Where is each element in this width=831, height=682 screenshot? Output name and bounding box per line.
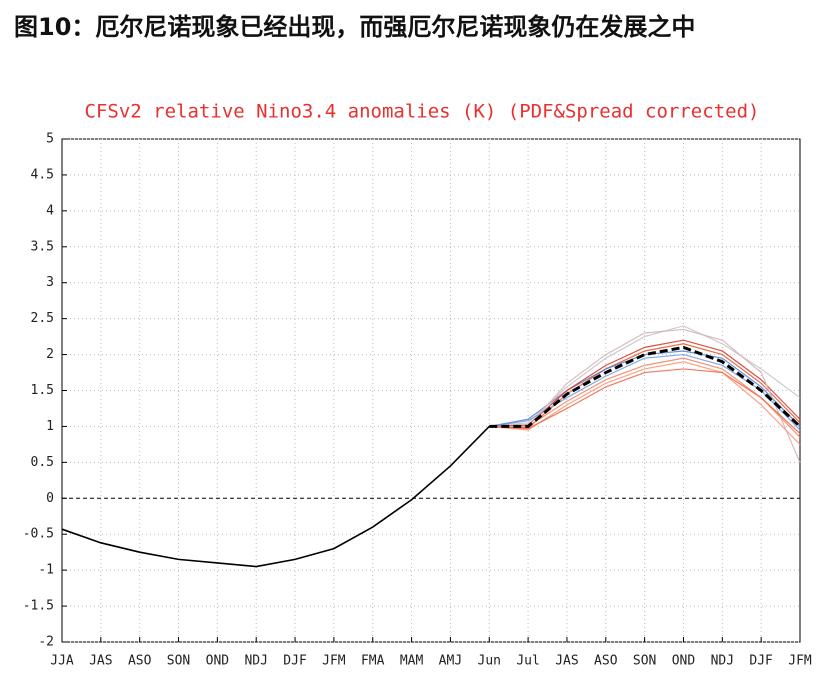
heading: 图10：厄尔尼诺现象已经出现，而强厄尔尼诺现象仍在发展之中	[14, 13, 696, 41]
y-tick-label: 1	[46, 419, 54, 434]
y-tick-label: -1.5	[23, 599, 54, 614]
y-tick-label: -0.5	[23, 527, 54, 542]
series-line	[61, 425, 490, 568]
chart-title: CFSv2 relative Nino3.4 anomalies (K) (PD…	[85, 101, 760, 123]
y-tick-label: 0	[46, 491, 54, 506]
x-tick-label: JFM	[788, 654, 812, 669]
y-tick-label: 3.5	[31, 239, 54, 254]
x-tick-label: ASO	[594, 654, 618, 669]
x-tick-label: MAM	[400, 654, 424, 669]
x-tick-label: ASO	[128, 654, 152, 669]
y-tick-label: 4	[46, 203, 54, 218]
series-line	[489, 357, 801, 438]
x-tick-label: SON	[167, 654, 190, 669]
x-tick-label: NDJ	[244, 654, 267, 669]
y-tick-label: 2.5	[31, 311, 54, 326]
series-line	[489, 350, 801, 428]
x-tick-label: NDJ	[711, 654, 734, 669]
series-line	[489, 345, 802, 428]
x-tick-label: JFM	[322, 654, 346, 669]
series-line	[489, 325, 801, 428]
y-tick-label: 1.5	[31, 383, 54, 398]
series-line	[489, 328, 801, 463]
y-tick-label: 3	[46, 275, 54, 290]
x-tick-label: OND	[206, 654, 230, 669]
x-tick-label: JAS	[555, 654, 578, 669]
x-tick-label: Jun	[478, 654, 501, 669]
y-tick-label: 2	[46, 347, 54, 362]
x-tick-label: JJA	[50, 654, 74, 669]
y-tick-label: 4.5	[31, 167, 54, 182]
y-tick-label: 0.5	[31, 455, 54, 470]
x-tick-label: DJF	[283, 654, 307, 669]
y-tick-label: 5	[46, 132, 54, 147]
x-tick-label: DJF	[749, 654, 773, 669]
y-tick-label: -2	[38, 635, 54, 650]
x-tick-label: FMA	[361, 654, 385, 669]
y-tick-label: -1	[38, 563, 54, 578]
x-tick-label: AMJ	[439, 654, 462, 669]
x-tick-label: OND	[672, 654, 696, 669]
x-tick-label: JAS	[89, 654, 112, 669]
series-line	[489, 368, 801, 435]
x-tick-label: SON	[633, 654, 656, 669]
x-tick-label: Jul	[516, 654, 539, 669]
